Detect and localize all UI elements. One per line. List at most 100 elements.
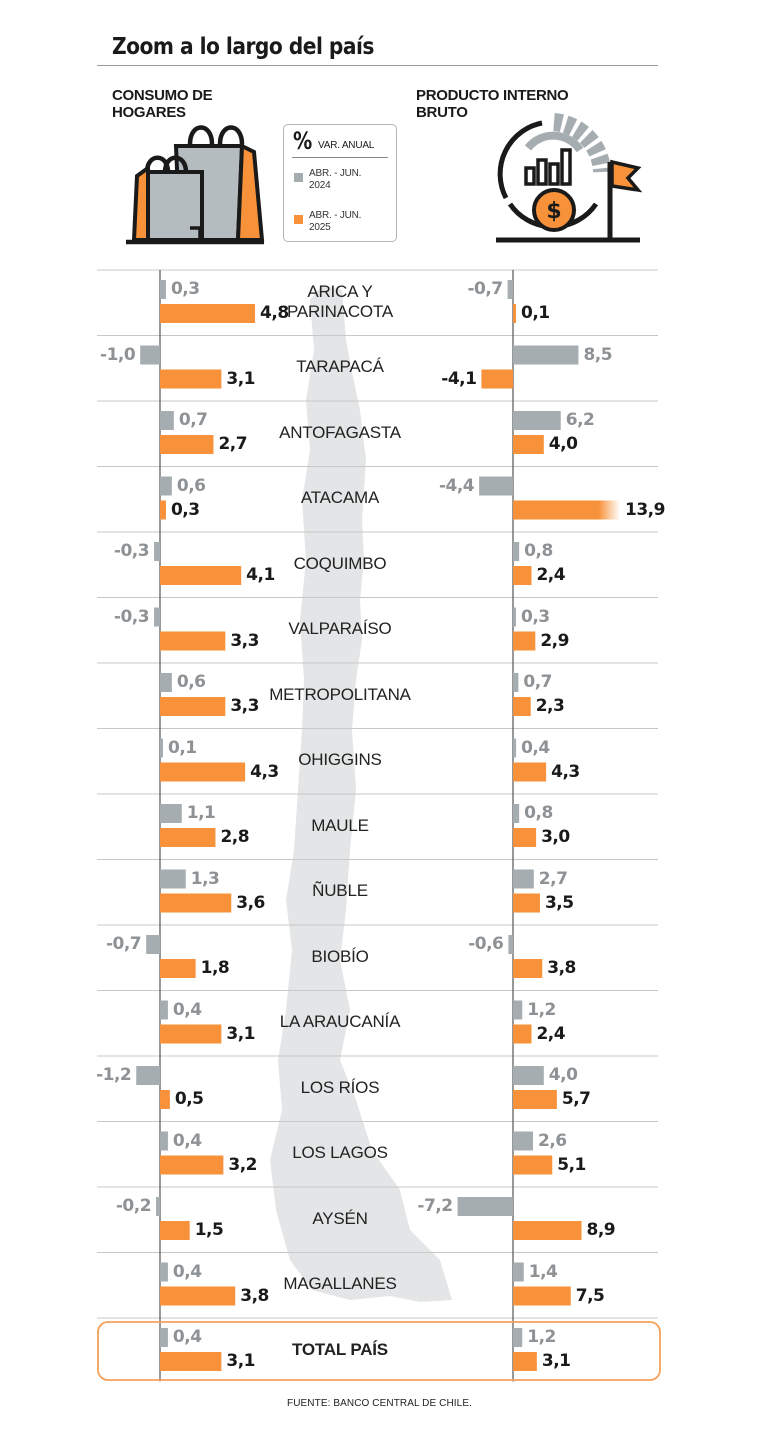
pib-bar-2024 <box>513 738 517 758</box>
pib-value-2025: 2,4 <box>536 565 566 585</box>
pib-value-2024: 8,5 <box>583 344 613 365</box>
pib-bar-2024 <box>457 1197 513 1216</box>
consumo-bar-2025 <box>160 762 246 782</box>
pib-bar-2025 <box>513 304 516 323</box>
consumo-value-2025: 4,3 <box>250 761 279 782</box>
pib-value-2025: 5,1 <box>557 1154 586 1175</box>
region-label: MAULE <box>245 816 435 836</box>
consumo-value-2025: 4,8 <box>260 303 289 323</box>
pib-value-2025: 4,3 <box>551 761 580 782</box>
legend-unit: VAR. ANUAL <box>318 140 375 151</box>
consumo-bar-2025 <box>160 304 256 323</box>
consumo-value-2025: 3,1 <box>226 1351 255 1371</box>
pib-bar-2025 <box>513 697 531 716</box>
consumo-bar-2024 <box>146 935 160 954</box>
pib-bar-2025 <box>513 1221 582 1240</box>
pib-value-2025: 5,7 <box>561 1089 591 1109</box>
total-row-box <box>97 1321 661 1381</box>
region-label-line: METROPOLITANA <box>269 684 411 704</box>
consumo-bar-2024 <box>160 738 163 758</box>
region-label-line: LOS LAGOS <box>292 1143 388 1163</box>
consumo-value-2025: 2,7 <box>218 434 248 454</box>
pib-bar-2025 <box>513 1286 571 1306</box>
pib-bar-2024 <box>513 804 520 823</box>
consumo-bar-2024 <box>160 411 174 430</box>
consumo-value-2024: 0,4 <box>172 1327 202 1347</box>
legend-rule <box>292 157 388 158</box>
pib-bar-2025 <box>513 1352 537 1371</box>
pib-value-2024: -4,4 <box>438 475 475 496</box>
consumo-value-2025: 0,3 <box>170 499 200 520</box>
legend-label-2025-line-2: 2025 <box>309 222 331 233</box>
consumo-value-2025: 3,2 <box>228 1154 257 1175</box>
pib-header-line-1: PRODUCTO INTERNO <box>416 87 569 104</box>
region-label-line: LOS RÍOS <box>300 1077 380 1097</box>
consumo-bar-2024 <box>160 280 166 299</box>
pib-value-2024: 0,7 <box>523 672 552 692</box>
consumo-bar-2025 <box>160 828 216 847</box>
title-rule <box>97 65 658 66</box>
consumo-bar-2025 <box>160 435 214 454</box>
pib-header: PRODUCTO INTERNO BRUTO <box>416 87 569 121</box>
pib-value-2024: -0,6 <box>468 934 504 954</box>
pib-bar-2025 <box>513 631 536 651</box>
pib-bar-2025 <box>513 435 544 454</box>
region-label: VALPARAÍSO <box>245 619 435 639</box>
pib-value-2024: 4,0 <box>548 1065 578 1085</box>
pib-value-2024: 0,8 <box>524 541 553 561</box>
region-label: ANTOFAGASTA <box>245 423 435 443</box>
pib-value-2024: 0,8 <box>524 803 553 823</box>
region-label-line: BIOBÍO <box>311 946 369 966</box>
gdp-growth-icon: $ <box>496 113 643 243</box>
pib-bar-2025 <box>513 1090 557 1109</box>
pib-value-2024: -7,2 <box>417 1196 453 1216</box>
region-label: TOTAL PAÍS <box>245 1340 435 1360</box>
legend: % VAR. ANUAL ABR. - JUN. 2024 ABR. - JUN… <box>283 124 397 242</box>
pib-bar-2024 <box>513 607 516 627</box>
consumo-bar-2025 <box>160 697 226 716</box>
legend-percent-symbol: % <box>293 127 313 155</box>
consumo-bar-2024 <box>140 345 160 365</box>
consumo-bar-2024 <box>160 673 172 692</box>
region-label-line: OHIGGINS <box>298 750 382 770</box>
pib-value-2024: 1,2 <box>527 999 556 1020</box>
region-label: MAGALLANES <box>245 1274 435 1294</box>
pib-value-2025: -4,1 <box>441 368 477 389</box>
consumo-value-2024: 1,3 <box>190 868 220 889</box>
consumo-header-line-1: CONSUMO DE <box>112 87 213 104</box>
region-label-line: ANTOFAGASTA <box>279 422 401 442</box>
consumo-value-2025: 1,5 <box>194 1220 224 1240</box>
pib-bar-2025 <box>513 500 621 520</box>
pib-value-2025: 3,8 <box>547 958 576 978</box>
consumo-bar-2025 <box>160 1024 222 1044</box>
legend-label-2024: ABR. - JUN. 2024 <box>309 168 361 192</box>
pib-value-2025: 8,9 <box>586 1220 616 1240</box>
legend-label-2024-line-1: ABR. - JUN. <box>309 168 362 179</box>
region-label: ARICA Y PARINACOTA <box>245 282 435 322</box>
region-label: TARAPACÁ <box>245 357 435 377</box>
pib-bar-2025 <box>481 369 513 389</box>
pib-bar-2025 <box>513 762 547 782</box>
pib-value-2025: 7,5 <box>575 1285 605 1306</box>
pib-value-2024: -0,7 <box>467 279 503 299</box>
consumo-bar-2024 <box>160 1262 168 1282</box>
consumo-bar-2024 <box>160 804 182 823</box>
consumo-value-2024: 0,6 <box>176 475 206 496</box>
consumo-bar-2025 <box>160 369 222 389</box>
consumo-value-2024: 0,4 <box>172 1130 202 1151</box>
region-label-line: MAULE <box>311 815 369 835</box>
region-label: ATACAMA <box>245 488 435 508</box>
consumo-header-line-2: HOGARES <box>112 104 186 121</box>
pib-bar-2024 <box>513 1066 544 1085</box>
pib-value-2025: 3,0 <box>541 827 570 847</box>
pib-bar-2025 <box>513 893 540 913</box>
pib-value-2024: 0,3 <box>521 606 550 627</box>
region-label-line: MAGALLANES <box>283 1274 397 1294</box>
consumo-value-2024: 0,1 <box>168 737 197 758</box>
pib-bar-2024 <box>513 542 520 561</box>
pib-bar-2024 <box>513 345 579 365</box>
pib-bar-2024 <box>513 411 561 430</box>
pib-value-2025: 3,5 <box>544 892 574 913</box>
chile-map-silhouette <box>270 285 452 1302</box>
